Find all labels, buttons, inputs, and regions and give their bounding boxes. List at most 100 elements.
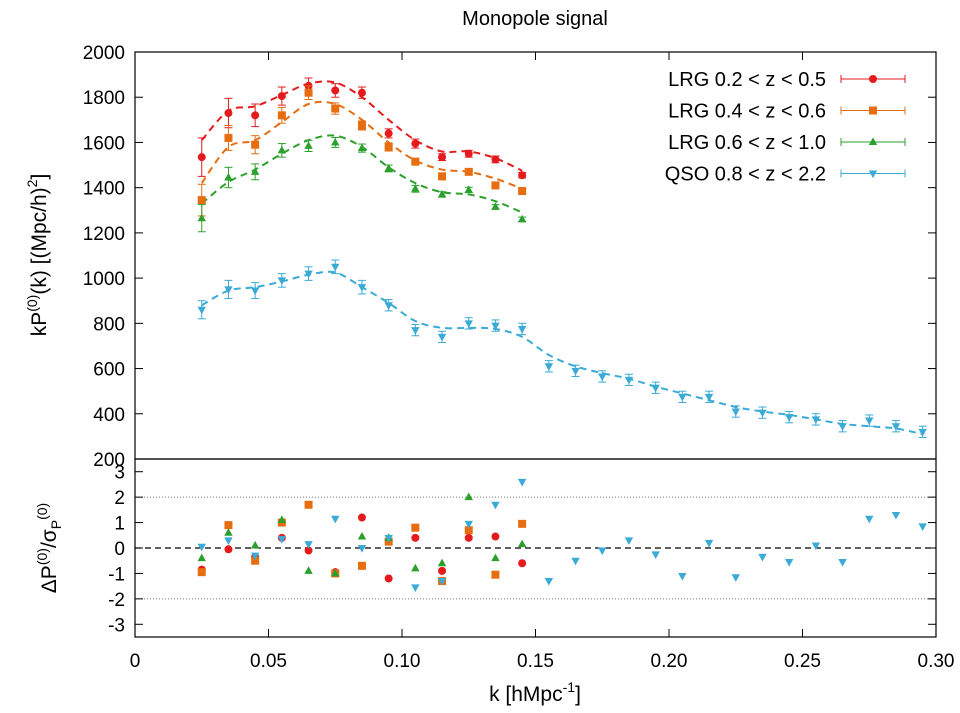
residual-point-lrg-0-4-z-0-6	[197, 568, 206, 577]
residual-point-lrg-0-6-z-1-0	[411, 563, 420, 572]
data-point-lrg-0-6-z-1-0	[384, 163, 393, 172]
residual-point-qso-0-8-z-2-2	[357, 545, 367, 553]
data-point-qso-0-8-z-2-2	[651, 384, 660, 393]
residual-point-lrg-0-6-z-1-0	[464, 492, 473, 501]
bottom-y-tick-label: -1	[108, 564, 125, 585]
residual-point-qso-0-8-z-2-2	[277, 536, 287, 544]
data-point-qso-0-8-z-2-2	[224, 286, 233, 295]
data-point-lrg-0-6-z-1-0	[357, 143, 367, 152]
data-point-qso-0-8-z-2-2	[437, 333, 447, 342]
residual-point-qso-0-8-z-2-2	[624, 537, 634, 545]
residual-point-qso-0-8-z-2-2	[918, 523, 927, 531]
bottom-panel: -3 -2 -1 0 1 2 3 0 0.05 0.10 0.15 0.20 0.25 0.30	[108, 52, 954, 672]
residual-point-qso-0-8-z-2-2	[731, 574, 740, 582]
residual-point-qso-0-8-z-2-2	[464, 520, 473, 529]
x-tick-label: 0	[130, 651, 141, 672]
data-point-lrg-0-4-z-0-6	[357, 121, 366, 130]
data-point-lrg-0-2-z-0-5	[491, 155, 500, 164]
residual-point-lrg-0-2-z-0-5	[411, 533, 420, 542]
residual-point-qso-0-8-z-2-2	[784, 558, 794, 567]
bottom-y-tick-label: 0	[114, 539, 125, 560]
data-point-qso-0-8-z-2-2	[784, 414, 794, 422]
x-tick-label: 0.30	[918, 651, 955, 672]
data-point-lrg-0-4-z-0-6	[251, 140, 260, 149]
top-y-tick-label: 1200	[83, 224, 125, 245]
data-point-lrg-0-2-z-0-5	[518, 171, 527, 180]
residual-point-qso-0-8-z-2-2	[384, 534, 393, 543]
data-point-lrg-0-6-z-1-0	[197, 213, 206, 222]
legend-marker-qso-0-8-z-2-2	[868, 170, 878, 179]
data-point-lrg-0-6-z-1-0	[250, 167, 260, 175]
residual-point-qso-0-8-z-2-2	[197, 543, 206, 552]
data-point-lrg-0-6-z-1-0	[437, 189, 447, 198]
data-point-lrg-0-6-z-1-0	[491, 202, 500, 210]
bottom-reference-lines	[135, 496, 936, 600]
data-point-qso-0-8-z-2-2	[811, 416, 821, 425]
top-y-tick-label: 1000	[83, 269, 125, 290]
data-point-lrg-0-4-z-0-6	[304, 88, 313, 97]
residual-point-lrg-0-6-z-1-0	[331, 568, 340, 577]
data-point-lrg-0-2-z-0-5	[464, 149, 473, 158]
residual-point-lrg-0-6-z-1-0	[224, 528, 233, 536]
data-point-lrg-0-4-z-0-6	[277, 111, 286, 120]
residual-point-lrg-0-2-z-0-5	[224, 545, 233, 554]
data-point-lrg-0-4-z-0-6	[438, 172, 447, 181]
residual-point-lrg-0-6-z-1-0	[491, 553, 500, 562]
bottom-y-ticks: -3 -2 -1 0 1 2 3	[108, 463, 936, 636]
data-point-qso-0-8-z-2-2	[678, 393, 687, 402]
residual-point-lrg-0-4-z-0-6	[411, 523, 420, 532]
data-point-qso-0-8-z-2-2	[250, 287, 260, 296]
residual-point-lrg-0-2-z-0-5	[304, 546, 313, 555]
residual-point-lrg-0-4-z-0-6	[464, 526, 473, 535]
residual-point-qso-0-8-z-2-2	[651, 551, 660, 559]
data-point-lrg-0-2-z-0-5	[438, 153, 447, 162]
data-point-lrg-0-4-z-0-6	[518, 187, 527, 196]
residual-point-lrg-0-2-z-0-5	[357, 513, 366, 522]
residual-point-qso-0-8-z-2-2	[571, 557, 580, 566]
residual-point-qso-0-8-z-2-2	[598, 547, 607, 556]
residual-point-lrg-0-6-z-1-0	[437, 558, 447, 567]
data-point-qso-0-8-z-2-2	[758, 409, 767, 418]
data-point-lrg-0-4-z-0-6	[411, 157, 420, 166]
data-point-lrg-0-6-z-1-0	[277, 145, 287, 154]
top-panel: 200 400 600 800 1000 1200 1400 1600 1800 2000	[83, 43, 937, 471]
residual-point-lrg-0-4-z-0-6	[518, 519, 527, 528]
data-point-qso-0-8-z-2-2	[384, 302, 393, 310]
legend-label-lrg-0-6-z-1-0: LRG 0.6 < z < 1.0	[668, 132, 826, 154]
legend-label-lrg-0-2-z-0-5: LRG 0.2 < z < 0.5	[668, 69, 826, 91]
data-point-lrg-0-6-z-1-0	[464, 185, 473, 193]
data-point-lrg-0-2-z-0-5	[357, 88, 366, 97]
legend-label-qso-0-8-z-2-2: QSO 0.8 < z < 2.2	[665, 164, 826, 186]
data-point-lrg-0-4-z-0-6	[384, 142, 393, 151]
residual-point-qso-0-8-z-2-2	[544, 578, 554, 586]
data-point-lrg-0-6-z-1-0	[411, 184, 420, 192]
data-point-lrg-0-2-z-0-5	[251, 111, 260, 120]
bottom-y-tick-label: 2	[114, 488, 125, 509]
legend-label-lrg-0-4-z-0-6: LRG 0.4 < z < 0.6	[668, 101, 826, 123]
y-axis-label-bottom: ΔP(0)/σP(0)	[34, 503, 64, 593]
top-y-ticks: 200 400 600 800 1000 1200 1400 1600 1800 2000	[83, 43, 936, 471]
residual-point-lrg-0-2-z-0-5	[518, 559, 527, 568]
data-point-lrg-0-2-z-0-5	[331, 86, 340, 95]
x-tick-label: 0.05	[250, 651, 287, 672]
residual-point-qso-0-8-z-2-2	[304, 541, 313, 549]
data-point-lrg-0-2-z-0-5	[197, 153, 206, 162]
data-point-lrg-0-6-z-1-0	[224, 172, 233, 181]
residual-point-qso-0-8-z-2-2	[437, 578, 447, 586]
bottom-y-tick-label: -3	[108, 615, 125, 636]
residual-point-qso-0-8-z-2-2	[250, 552, 260, 561]
legend-marker-lrg-0-6-z-1-0	[868, 137, 878, 145]
x-tick-label: 0.25	[784, 651, 821, 672]
top-y-tick-label: 200	[93, 450, 125, 471]
data-point-qso-0-8-z-2-2	[598, 373, 607, 382]
residual-point-qso-0-8-z-2-2	[704, 539, 714, 548]
data-point-qso-0-8-z-2-2	[704, 393, 714, 402]
residual-point-lrg-0-6-z-1-0	[197, 553, 206, 562]
data-point-lrg-0-2-z-0-5	[384, 129, 393, 138]
residual-point-lrg-0-2-z-0-5	[438, 566, 447, 575]
x-axis-label: k [hMpc-1]	[489, 679, 581, 706]
residual-point-qso-0-8-z-2-2	[491, 501, 500, 510]
top-y-tick-label: 1400	[83, 179, 125, 200]
y-axis-label-top: kP(0)(k) [(Mpc/h)2]	[24, 174, 51, 337]
